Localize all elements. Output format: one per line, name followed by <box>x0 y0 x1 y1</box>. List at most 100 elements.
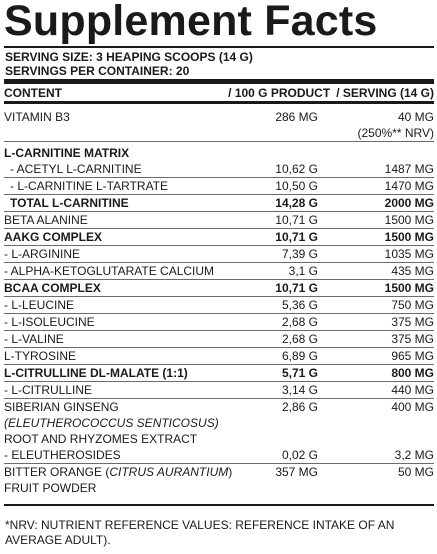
row-name: - L-VALINE <box>4 332 64 346</box>
row-per-100g: 10,50 G <box>275 179 318 193</box>
table-row: - L-CITRULLINE 3,14 G 440 MG <box>4 382 434 399</box>
table-row: L-CITRULLINE DL-MALATE (1:1) 5,71 G 800 … <box>4 365 434 382</box>
row-name: - L-ARGININE <box>4 247 81 261</box>
row-per-serving: 2000 MG <box>384 196 434 210</box>
nutrient-table: VITAMIN B3 286 MG 40 MG (250%** NRV) L-C… <box>4 104 434 496</box>
table-row: BITTER ORANGE (CITRUS AURANTIUM) 357 MG … <box>4 464 434 480</box>
row-name: - L-CARNITINE L-TARTRATE <box>10 179 169 193</box>
table-row: L-TYROSINE 6,89 G 965 MG <box>4 348 434 365</box>
row-name-latin: CITRUS AURANTIUM <box>109 465 229 479</box>
row-name-part: FRUIT POWDER <box>4 481 97 495</box>
row-name: L-CITRULLINE DL-MALATE (1:1) <box>4 366 188 380</box>
table-row: TOTAL L-CARNITINE 14,28 G 2000 MG <box>4 195 434 212</box>
row-per-100g: 2,68 G <box>281 332 318 346</box>
table-row: L-CARNITINE MATRIX <box>4 142 434 161</box>
row-per-100g: 0,02 G <box>281 448 318 462</box>
row-per-serving: 375 MG <box>391 315 434 329</box>
serving-size: SERVING SIZE: 3 HEAPING SCOOPS (14 G) <box>5 50 253 64</box>
row-name: L-CARNITINE MATRIX <box>4 146 130 160</box>
table-row: - L-ISOLEUCINE 2,68 G 375 MG <box>4 314 434 331</box>
row-per-100g: 357 MG <box>275 465 318 479</box>
row-name: - L-CITRULLINE <box>4 383 93 397</box>
row-per-serving: 440 MG <box>391 383 434 397</box>
row-per-100g: 2,86 G <box>281 400 318 414</box>
row-name-part: ROOT AND RHYZOMES EXTRACT <box>4 432 198 446</box>
row-name: TOTAL L-CARNITINE <box>10 196 129 210</box>
row-per-serving: 1500 MG <box>384 230 434 244</box>
row-per-serving: 375 MG <box>391 332 434 346</box>
header-divider <box>4 79 434 84</box>
row-name: - L-ISOLEUCINE <box>4 315 95 329</box>
row-per-serving: 400 MG <box>391 400 434 414</box>
row-per-100g: 5,71 G <box>281 366 318 380</box>
servings-per-container: SERVINGS PER CONTAINER: 20 <box>5 64 190 78</box>
column-content: CONTENT <box>4 86 62 100</box>
title-divider <box>4 46 434 48</box>
row-per-serving: 435 MG <box>391 264 434 278</box>
table-row: - ALPHA-KETOGLUTARATE CALCIUM 3,1 G 435 … <box>4 263 434 280</box>
row-per-100g: 3,14 G <box>281 383 318 397</box>
row-per-100g: 10,62 G <box>275 162 318 176</box>
table-row: (ELEUTHEROCOCCUS SENTICOSUS) <box>4 415 434 431</box>
row-name-start: BITTER ORANGE ( <box>4 465 110 479</box>
table-row: BETA ALANINE 10,71 G 1500 MG <box>4 212 434 229</box>
footnote: *NRV: NUTRIENT REFERENCE VALUES: REFEREN… <box>5 518 395 547</box>
row-name: - ELEUTHEROSIDES <box>4 448 121 462</box>
table-row: - L-ARGININE 7,39 G 1035 MG <box>4 246 434 263</box>
row-name: BITTER ORANGE (CITRUS AURANTIUM) <box>4 464 244 480</box>
row-per-serving: 1035 MG <box>384 247 434 261</box>
row-per-100g: 5,36 G <box>281 298 318 312</box>
table-row: AAKG COMPLEX 10,71 G 1500 MG <box>4 229 434 246</box>
table-row: FRUIT POWDER <box>4 480 434 496</box>
row-name: L-TYROSINE <box>4 349 77 363</box>
table-row: SIBERIAN GINSENG 2,86 G 400 MG <box>4 399 434 415</box>
row-name: - L-LEUCINE <box>4 298 75 312</box>
row-per-serving: 40 MG (250%** NRV) <box>318 109 434 141</box>
column-divider <box>4 101 434 104</box>
row-name: - ACETYL L-CARNITINE <box>10 162 142 176</box>
row-name: - ALPHA-KETOGLUTARATE CALCIUM <box>4 264 215 278</box>
row-per-serving: 750 MG <box>391 298 434 312</box>
row-per-serving: 50 MG <box>397 465 434 479</box>
row-per-100g: 6,89 G <box>281 349 318 363</box>
table-row: - L-CARNITINE L-TARTRATE 10,50 G 1470 MG <box>4 178 434 195</box>
row-per-100g: 10,71 G <box>275 213 318 227</box>
footer-divider <box>4 504 434 506</box>
row-per-serving: 3,2 MG <box>394 448 434 462</box>
row-name: AAKG COMPLEX <box>4 230 103 244</box>
row-name: SIBERIAN GINSENG <box>4 400 119 414</box>
row-per-serving-nrv: (250%** NRV) <box>357 126 434 140</box>
row-per-serving: 1500 MG <box>384 213 434 227</box>
column-per-100g: / 100 G PRODUCT <box>228 86 331 100</box>
row-per-serving: 965 MG <box>391 349 434 363</box>
row-name: BCAA COMPLEX <box>4 281 101 295</box>
column-per-serving: / SERVING (14 G) <box>336 86 434 100</box>
row-per-100g: 14,28 G <box>275 196 318 210</box>
column-header: CONTENT / 100 G PRODUCT / SERVING (14 G) <box>4 84 434 101</box>
row-name: VITAMIN B3 <box>4 110 70 124</box>
row-per-serving: 1487 MG <box>384 162 434 176</box>
row-per-100g: 286 MG <box>275 110 318 124</box>
serving-info: SERVING SIZE: 3 HEAPING SCOOPS (14 G) SE… <box>4 48 434 79</box>
row-per-serving: 800 MG <box>391 366 434 380</box>
table-row: - ELEUTHEROSIDES 0,02 G 3,2 MG <box>4 447 434 464</box>
table-row: ROOT AND RHYZOMES EXTRACT <box>4 431 434 447</box>
row-per-100g: 3,1 G <box>288 264 318 278</box>
row-name: BETA ALANINE <box>4 213 88 227</box>
row-per-serving: 1470 MG <box>384 179 434 193</box>
table-row: BCAA COMPLEX 10,71 G 1500 MG <box>4 280 434 297</box>
row-per-100g: 2,68 G <box>281 315 318 329</box>
row-per-100g: 10,71 G <box>275 281 318 295</box>
row-name-end: ) <box>228 465 233 479</box>
row-per-100g: 7,39 G <box>281 247 318 261</box>
row-per-serving-amount: 40 MG <box>397 110 434 124</box>
table-row: - ACETYL L-CARNITINE 10,62 G 1487 MG <box>4 161 434 178</box>
panel-title: Supplement Facts <box>4 0 378 45</box>
row-per-serving: 1500 MG <box>384 281 434 295</box>
table-row: - L-LEUCINE 5,36 G 750 MG <box>4 297 434 314</box>
row-name-latin: (ELEUTHEROCOCCUS SENTICOSUS) <box>4 416 219 430</box>
row-per-100g: 10,71 G <box>275 230 318 244</box>
table-row: - L-VALINE 2,68 G 375 MG <box>4 331 434 348</box>
table-row: VITAMIN B3 286 MG 40 MG (250%** NRV) <box>4 104 434 142</box>
